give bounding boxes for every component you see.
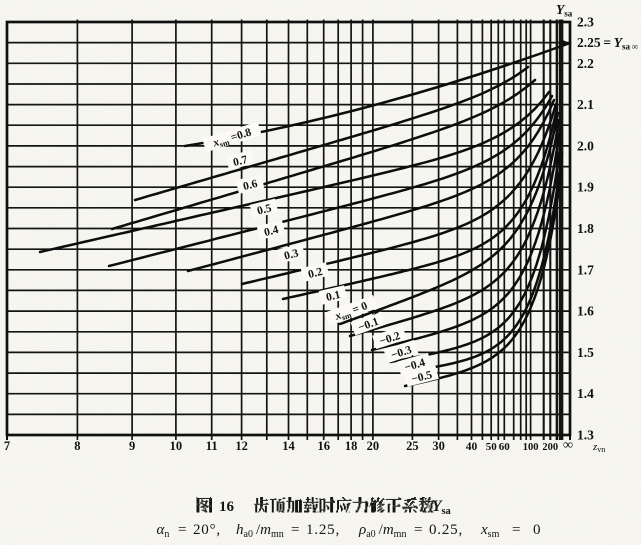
svg-text:=: = [178,522,186,538]
svg-text:0.1: 0.1 [325,289,342,304]
svg-text:18: 18 [345,439,358,453]
svg-text:8: 8 [74,439,80,453]
svg-text:10: 10 [170,439,183,453]
svg-text:2.2: 2.2 [577,56,594,71]
svg-text:2.0: 2.0 [577,138,594,153]
svg-text:12: 12 [235,439,248,453]
svg-text:30: 30 [432,439,445,453]
svg-text:1.9: 1.9 [577,180,594,195]
svg-text:0.6: 0.6 [242,178,259,193]
svg-text:100: 100 [523,442,539,453]
svg-text:200: 200 [542,442,558,453]
svg-text:0.4: 0.4 [263,224,280,239]
svg-text:0.2: 0.2 [307,266,324,281]
svg-text:zvn: zvn [592,441,605,454]
svg-text:7: 7 [4,439,10,453]
svg-text:0.3: 0.3 [283,247,300,262]
svg-text:25: 25 [406,439,419,453]
svg-text:1.8: 1.8 [577,221,594,236]
svg-text:50: 50 [486,441,498,453]
svg-text:1.5: 1.5 [577,345,594,360]
svg-text:9: 9 [129,439,135,453]
svg-text:40: 40 [466,441,478,453]
svg-text:0.7: 0.7 [232,154,249,169]
svg-text:11: 11 [206,439,218,453]
svg-text:xsm: xsm [480,522,500,540]
svg-text:−0.5: −0.5 [410,369,433,386]
svg-text:1.25,: 1.25, [306,522,340,538]
svg-text:0: 0 [533,522,541,538]
svg-text:0.5: 0.5 [256,202,273,217]
svg-text:16: 16 [317,439,330,453]
svg-text:ρa0 /mmn: ρa0 /mmn [358,522,406,540]
svg-text:14: 14 [282,439,295,453]
svg-text:=: = [414,522,422,538]
svg-text:2.3: 2.3 [577,15,594,30]
svg-text:1.7: 1.7 [577,262,594,277]
svg-text:2.1: 2.1 [577,97,594,112]
svg-text:ha0 /mmn: ha0 /mmn [236,522,284,540]
svg-text:∞: ∞ [563,438,573,453]
svg-text:=: = [512,522,520,538]
svg-text:20: 20 [367,439,380,453]
svg-text:=: = [291,522,299,538]
svg-text:1.6: 1.6 [577,304,594,319]
svg-text:1.4: 1.4 [577,386,594,401]
svg-text:60: 60 [499,441,511,453]
svg-text:16: 16 [219,499,235,515]
svg-text:1.3: 1.3 [577,428,594,443]
svg-text:20°,: 20°, [193,522,221,538]
svg-text:αn: αn [157,522,170,540]
svg-text:0.25,: 0.25, [429,522,463,538]
